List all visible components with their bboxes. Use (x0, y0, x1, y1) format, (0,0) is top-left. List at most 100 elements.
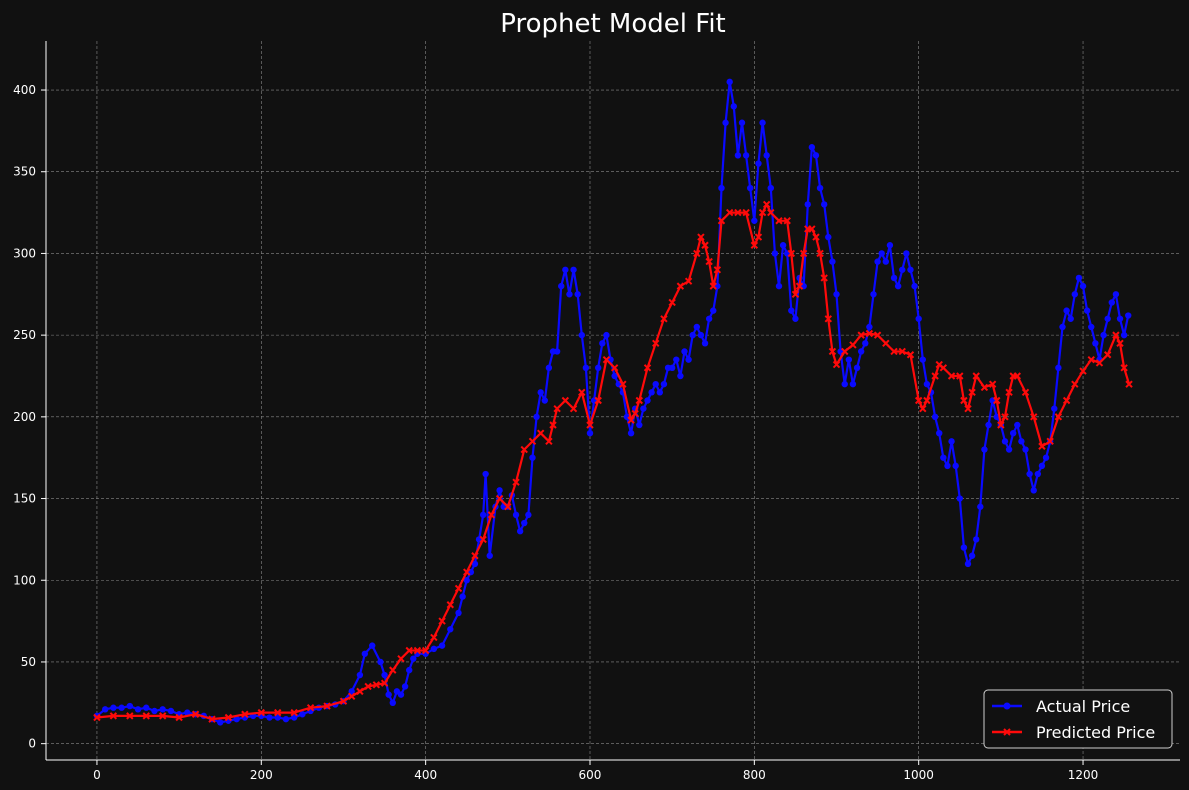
data-point (644, 397, 651, 404)
data-point (306, 704, 315, 712)
data-point (710, 307, 717, 314)
data-point (459, 593, 466, 600)
data-point (1038, 442, 1046, 450)
data-point (562, 266, 569, 273)
data-point (956, 372, 964, 380)
data-point (504, 503, 512, 511)
data-point (217, 719, 224, 726)
data-point (1013, 372, 1022, 380)
data-point (795, 282, 804, 290)
tick-labels: 0 200 400 600 800 1000 1200 0 50 100 150 200 250 300 3… (13, 83, 1098, 782)
data-point (389, 666, 397, 674)
data-point (894, 282, 902, 290)
data-point (899, 266, 906, 273)
data-point (208, 715, 216, 723)
data-point (722, 119, 729, 126)
data-point (825, 233, 832, 241)
data-point (463, 577, 470, 584)
y-tick-label: 350 (13, 165, 36, 179)
data-point (754, 233, 763, 241)
data-point (853, 364, 861, 372)
data-point (405, 646, 413, 655)
data-point (410, 655, 417, 662)
data-point (812, 233, 820, 241)
data-point (1054, 413, 1063, 421)
data-point (1116, 339, 1124, 348)
data-point (676, 282, 685, 290)
data-point (816, 184, 824, 192)
data-point (455, 609, 462, 617)
data-point (159, 706, 166, 713)
data-point (845, 356, 853, 363)
x-tick-label: 200 (250, 768, 273, 782)
data-point (1001, 413, 1009, 421)
data-point (981, 446, 988, 453)
data-point (167, 707, 175, 715)
data-point (1095, 359, 1104, 367)
x-tick-label: 1200 (1068, 768, 1099, 782)
data-point (1079, 282, 1087, 290)
data-point (705, 315, 713, 322)
data-point (1055, 364, 1062, 372)
data-point (775, 217, 783, 225)
data-point (755, 160, 762, 167)
data-point (968, 388, 976, 397)
data-point (610, 364, 619, 372)
data-point (1100, 331, 1107, 339)
data-point (742, 208, 750, 217)
data-point (668, 298, 676, 307)
data-point (389, 699, 396, 707)
data-point (717, 217, 726, 225)
data-point (874, 258, 881, 265)
data-point (828, 347, 837, 356)
data-point (906, 351, 915, 359)
data-point (1120, 331, 1128, 339)
data-point (479, 535, 487, 544)
data-point (578, 331, 585, 339)
data-point (771, 250, 779, 257)
data-point (758, 208, 767, 217)
data-point (903, 250, 910, 257)
data-point (631, 409, 639, 418)
data-point (734, 208, 742, 217)
data-point (940, 454, 947, 461)
data-point (381, 671, 388, 679)
data-point (968, 552, 976, 559)
data-point (907, 266, 914, 273)
data-point (701, 340, 709, 347)
data-point (541, 397, 548, 404)
data-point (697, 233, 705, 241)
data-point (339, 697, 348, 705)
data-point (640, 405, 647, 412)
data-point (528, 437, 537, 446)
data-point (660, 380, 668, 388)
data-point (693, 249, 701, 258)
data-point (870, 291, 877, 298)
data-point (1071, 291, 1079, 298)
data-point (882, 339, 890, 348)
data-point (118, 704, 125, 711)
data-point (1034, 470, 1042, 478)
data-point (988, 380, 997, 388)
data-point (364, 682, 372, 691)
data-point (486, 552, 493, 559)
data-point (964, 404, 972, 413)
data-point (447, 626, 454, 633)
legend-label: Actual Price (1036, 697, 1130, 716)
data-point (369, 642, 376, 649)
data-point (857, 348, 865, 355)
data-point (561, 396, 570, 405)
data-point (656, 389, 664, 396)
data-point (377, 658, 384, 666)
data-point (829, 258, 836, 265)
data-point (257, 708, 266, 717)
x-tick-label: 0 (93, 768, 101, 782)
data-point (627, 416, 635, 424)
data-point (603, 331, 610, 339)
data-point (570, 266, 577, 273)
data-point (266, 714, 273, 721)
data-point (972, 372, 980, 380)
data-point (1030, 487, 1037, 494)
data-point (832, 360, 841, 369)
data-point (151, 707, 158, 715)
